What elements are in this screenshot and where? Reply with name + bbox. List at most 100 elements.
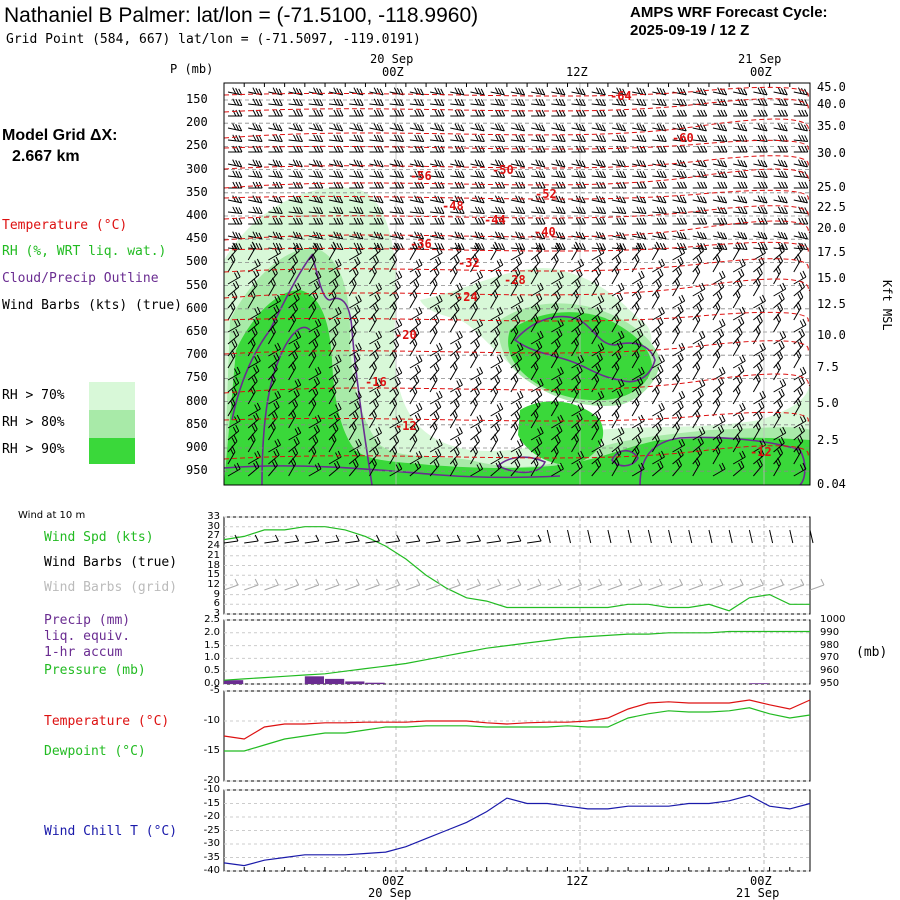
wind-barb-flag <box>295 436 300 444</box>
wind-barb <box>268 252 281 261</box>
wind-barb <box>429 358 442 369</box>
wind-barb-true-flag <box>517 534 522 542</box>
wind-barb-flag <box>740 109 745 117</box>
wind-barb <box>712 211 727 214</box>
wind-barb <box>510 211 525 214</box>
wind-barb-flag <box>741 354 746 362</box>
wind-barb-flag <box>339 243 344 250</box>
wind-barb-flag <box>554 397 559 405</box>
wind-barb <box>409 91 424 96</box>
temperature-contour <box>224 86 810 97</box>
wind-barb-flag <box>825 207 828 213</box>
wind-barb-true-flag <box>416 534 421 542</box>
wind-barb-flag <box>578 364 583 372</box>
wind-barb-flag <box>296 217 300 225</box>
wind-barb-flag <box>743 181 748 189</box>
wind-barb-flag <box>273 402 278 410</box>
wind-barb-flag <box>577 356 582 363</box>
wind-barb <box>510 464 521 477</box>
wind-barb <box>450 432 463 441</box>
wind-barb-flag <box>577 423 581 430</box>
wind-barb-flag <box>255 109 260 117</box>
wind-barb-flag <box>501 243 506 250</box>
wind-barb-flag <box>474 341 478 348</box>
wind-barb-flag <box>232 134 237 142</box>
wind-barb-grid <box>244 584 259 591</box>
wind-barb-flag <box>738 318 742 326</box>
wind-barb <box>530 127 545 132</box>
wind-barb-flag <box>456 428 461 435</box>
legend-cloud: Cloud/Precip Outline <box>2 271 159 286</box>
wind-barb-flag <box>780 206 785 214</box>
wind-barb-flag <box>400 243 405 250</box>
wind-barb <box>349 211 364 214</box>
wind-barb-flag <box>758 258 763 266</box>
wind-barb <box>692 199 707 204</box>
bottom-day2: 21 Sep <box>736 886 780 900</box>
wind-barb-flag <box>495 414 500 422</box>
wind-barb <box>288 127 303 132</box>
wind-barb-flag <box>696 361 701 369</box>
wind-barb-flag <box>637 435 642 442</box>
wind-barb <box>571 163 586 168</box>
wind-barb-flag <box>472 448 477 455</box>
wind-barb-flag <box>356 232 361 239</box>
wind-barb <box>268 139 283 142</box>
wind-barb-flag <box>602 99 607 106</box>
wind-barb-flag <box>359 217 364 225</box>
wind-barb-grid <box>789 584 804 591</box>
wind-barb-flag <box>232 206 237 214</box>
wind-barb-flag <box>679 134 684 142</box>
wind-barb-flag <box>521 135 526 142</box>
wind-barb <box>409 391 418 405</box>
wind-barb-flag <box>593 328 598 335</box>
wind-barb-flag <box>515 170 520 178</box>
wind-barb <box>753 348 766 357</box>
wind-barb-flag <box>454 145 459 153</box>
wind-barb-flag <box>352 325 357 333</box>
wind-barb-flag <box>331 388 335 395</box>
wind-barb-flag <box>622 160 627 168</box>
wind-barb-flag <box>639 206 644 214</box>
wind-barb <box>652 139 667 142</box>
wind-barb-flag <box>437 124 442 131</box>
wind-barb-flag <box>521 124 526 132</box>
wind-barb-flag <box>417 217 422 225</box>
wind-barb <box>267 379 276 393</box>
wind-barb-flag <box>775 460 780 467</box>
wind-barb-flag <box>292 265 297 273</box>
wind-barb <box>409 322 421 333</box>
wind-barb-flag <box>782 330 787 338</box>
wind-barb-flag <box>292 195 297 202</box>
wind-barb <box>429 444 443 453</box>
wind-barb <box>632 235 646 240</box>
wind-barb-flag <box>298 124 303 132</box>
wind-barb-flag <box>598 196 603 203</box>
wind-barb-flag <box>636 98 641 106</box>
wind-barb <box>450 175 465 178</box>
wind-barb-flag <box>518 88 523 95</box>
wind-barb-flag <box>819 110 822 116</box>
wind-barb-flag <box>313 181 318 189</box>
wind-barb-flag <box>575 134 580 142</box>
wind-barb <box>389 451 398 465</box>
wind-barb-flag <box>799 272 804 279</box>
wind-barb-flag <box>497 88 502 95</box>
wind-barb-flag <box>238 160 243 168</box>
wind-barb-flag <box>355 344 360 351</box>
wind-barb-flag <box>577 260 582 267</box>
wind-barb-flag <box>477 232 482 239</box>
wind-barb-flag <box>521 171 526 178</box>
wind-barb-flag <box>375 351 379 358</box>
wind-barb <box>429 379 438 393</box>
wind-barb-flag <box>683 99 687 106</box>
wind-barb-flag <box>477 109 482 117</box>
wind-barb-flag <box>379 160 384 168</box>
wind-barb-flag <box>333 231 338 238</box>
wind-barb <box>732 418 745 429</box>
wind-barb-flag <box>332 385 337 393</box>
wind-barb <box>652 211 667 214</box>
wind-barb-flag <box>252 109 257 117</box>
wind-barb-flag <box>299 243 303 250</box>
wind-barb-flag <box>254 260 259 267</box>
